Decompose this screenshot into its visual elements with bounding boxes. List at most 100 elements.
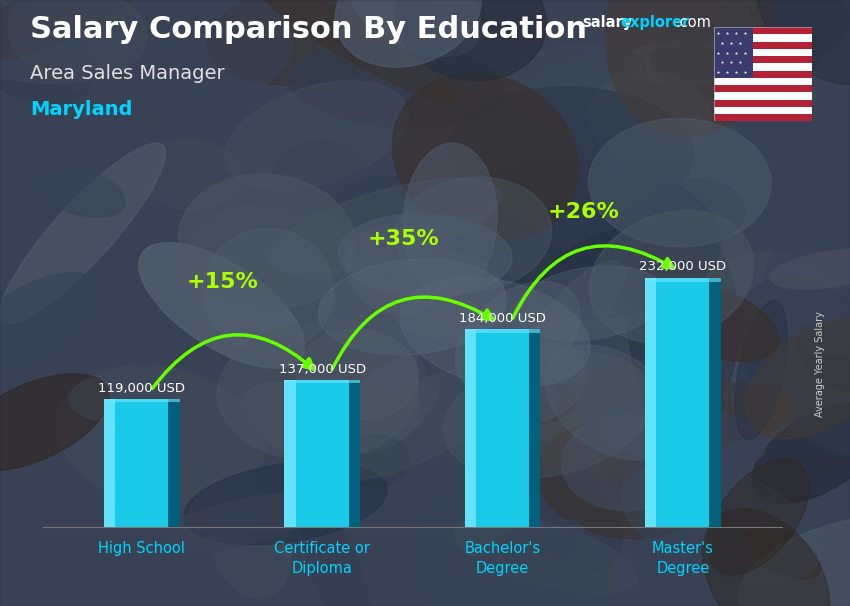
- Bar: [709, 278, 721, 527]
- Ellipse shape: [537, 50, 646, 122]
- Ellipse shape: [131, 215, 337, 317]
- Text: Average Yearly Salary: Average Yearly Salary: [815, 311, 825, 416]
- Ellipse shape: [450, 87, 694, 213]
- Ellipse shape: [441, 159, 722, 307]
- FancyArrowPatch shape: [152, 335, 314, 388]
- Text: +35%: +35%: [367, 228, 439, 248]
- Ellipse shape: [0, 273, 102, 375]
- Ellipse shape: [627, 216, 738, 425]
- Ellipse shape: [600, 401, 766, 470]
- Bar: [714, 99, 812, 107]
- Ellipse shape: [745, 319, 850, 439]
- Ellipse shape: [297, 330, 418, 419]
- Ellipse shape: [343, 435, 410, 487]
- Text: +15%: +15%: [187, 272, 258, 292]
- Ellipse shape: [335, 0, 481, 67]
- Ellipse shape: [590, 210, 754, 343]
- Ellipse shape: [319, 366, 512, 481]
- Text: 119,000 USD: 119,000 USD: [99, 382, 185, 395]
- Ellipse shape: [621, 463, 821, 584]
- Ellipse shape: [178, 203, 384, 339]
- Ellipse shape: [707, 459, 809, 575]
- Ellipse shape: [211, 486, 292, 598]
- Ellipse shape: [751, 404, 850, 504]
- Ellipse shape: [750, 0, 848, 56]
- Ellipse shape: [507, 44, 630, 121]
- Bar: [168, 399, 179, 527]
- Ellipse shape: [506, 56, 704, 198]
- Text: Area Sales Manager: Area Sales Manager: [30, 64, 224, 82]
- Ellipse shape: [395, 0, 547, 81]
- Bar: [714, 35, 812, 42]
- Ellipse shape: [455, 516, 638, 594]
- Ellipse shape: [746, 526, 820, 579]
- Bar: [104, 399, 179, 402]
- Ellipse shape: [140, 139, 241, 210]
- Ellipse shape: [534, 364, 692, 475]
- Ellipse shape: [319, 259, 507, 355]
- Ellipse shape: [587, 71, 711, 163]
- Ellipse shape: [272, 141, 371, 216]
- Ellipse shape: [625, 41, 748, 85]
- Ellipse shape: [218, 323, 418, 461]
- Bar: [645, 278, 656, 527]
- Bar: [348, 380, 360, 527]
- Bar: [465, 330, 541, 527]
- Ellipse shape: [224, 81, 408, 190]
- Bar: [465, 330, 541, 333]
- Ellipse shape: [444, 351, 654, 479]
- Ellipse shape: [0, 374, 110, 471]
- Bar: [714, 114, 812, 121]
- Bar: [714, 56, 812, 64]
- Ellipse shape: [537, 420, 712, 539]
- Ellipse shape: [536, 221, 718, 319]
- Bar: [714, 27, 812, 35]
- Text: Maryland: Maryland: [30, 100, 132, 119]
- Ellipse shape: [414, 499, 552, 606]
- Bar: [714, 85, 812, 92]
- Ellipse shape: [605, 0, 776, 136]
- Ellipse shape: [298, 482, 377, 606]
- Ellipse shape: [652, 6, 823, 99]
- Bar: [104, 399, 179, 527]
- Ellipse shape: [184, 462, 387, 545]
- Ellipse shape: [178, 174, 355, 308]
- Ellipse shape: [646, 282, 779, 361]
- Ellipse shape: [770, 249, 850, 289]
- Ellipse shape: [576, 257, 734, 356]
- Ellipse shape: [385, 250, 505, 340]
- FancyArrowPatch shape: [513, 246, 673, 318]
- Ellipse shape: [466, 529, 615, 606]
- Ellipse shape: [338, 214, 512, 296]
- Ellipse shape: [57, 365, 264, 509]
- Text: Salary Comparison By Education: Salary Comparison By Education: [30, 15, 586, 44]
- Ellipse shape: [242, 382, 357, 460]
- Ellipse shape: [656, 382, 791, 445]
- Ellipse shape: [739, 516, 850, 606]
- Bar: [284, 380, 296, 527]
- Ellipse shape: [476, 520, 583, 588]
- FancyArrowPatch shape: [332, 297, 493, 369]
- Bar: [714, 92, 812, 99]
- Ellipse shape: [400, 277, 590, 388]
- Ellipse shape: [526, 261, 625, 366]
- Ellipse shape: [490, 342, 587, 422]
- Ellipse shape: [158, 455, 257, 553]
- Ellipse shape: [207, 0, 429, 85]
- Ellipse shape: [334, 177, 583, 324]
- Ellipse shape: [135, 493, 326, 558]
- Ellipse shape: [36, 167, 125, 218]
- Text: +26%: +26%: [547, 202, 620, 222]
- Ellipse shape: [69, 378, 135, 420]
- Bar: [104, 399, 116, 527]
- Bar: [714, 78, 812, 85]
- Ellipse shape: [456, 282, 580, 393]
- Ellipse shape: [545, 345, 680, 460]
- Bar: [714, 42, 812, 49]
- Text: .com: .com: [676, 15, 711, 30]
- Ellipse shape: [735, 301, 787, 439]
- Ellipse shape: [588, 119, 771, 247]
- Ellipse shape: [350, 0, 482, 56]
- Text: explorer: explorer: [620, 15, 690, 30]
- Ellipse shape: [422, 261, 522, 308]
